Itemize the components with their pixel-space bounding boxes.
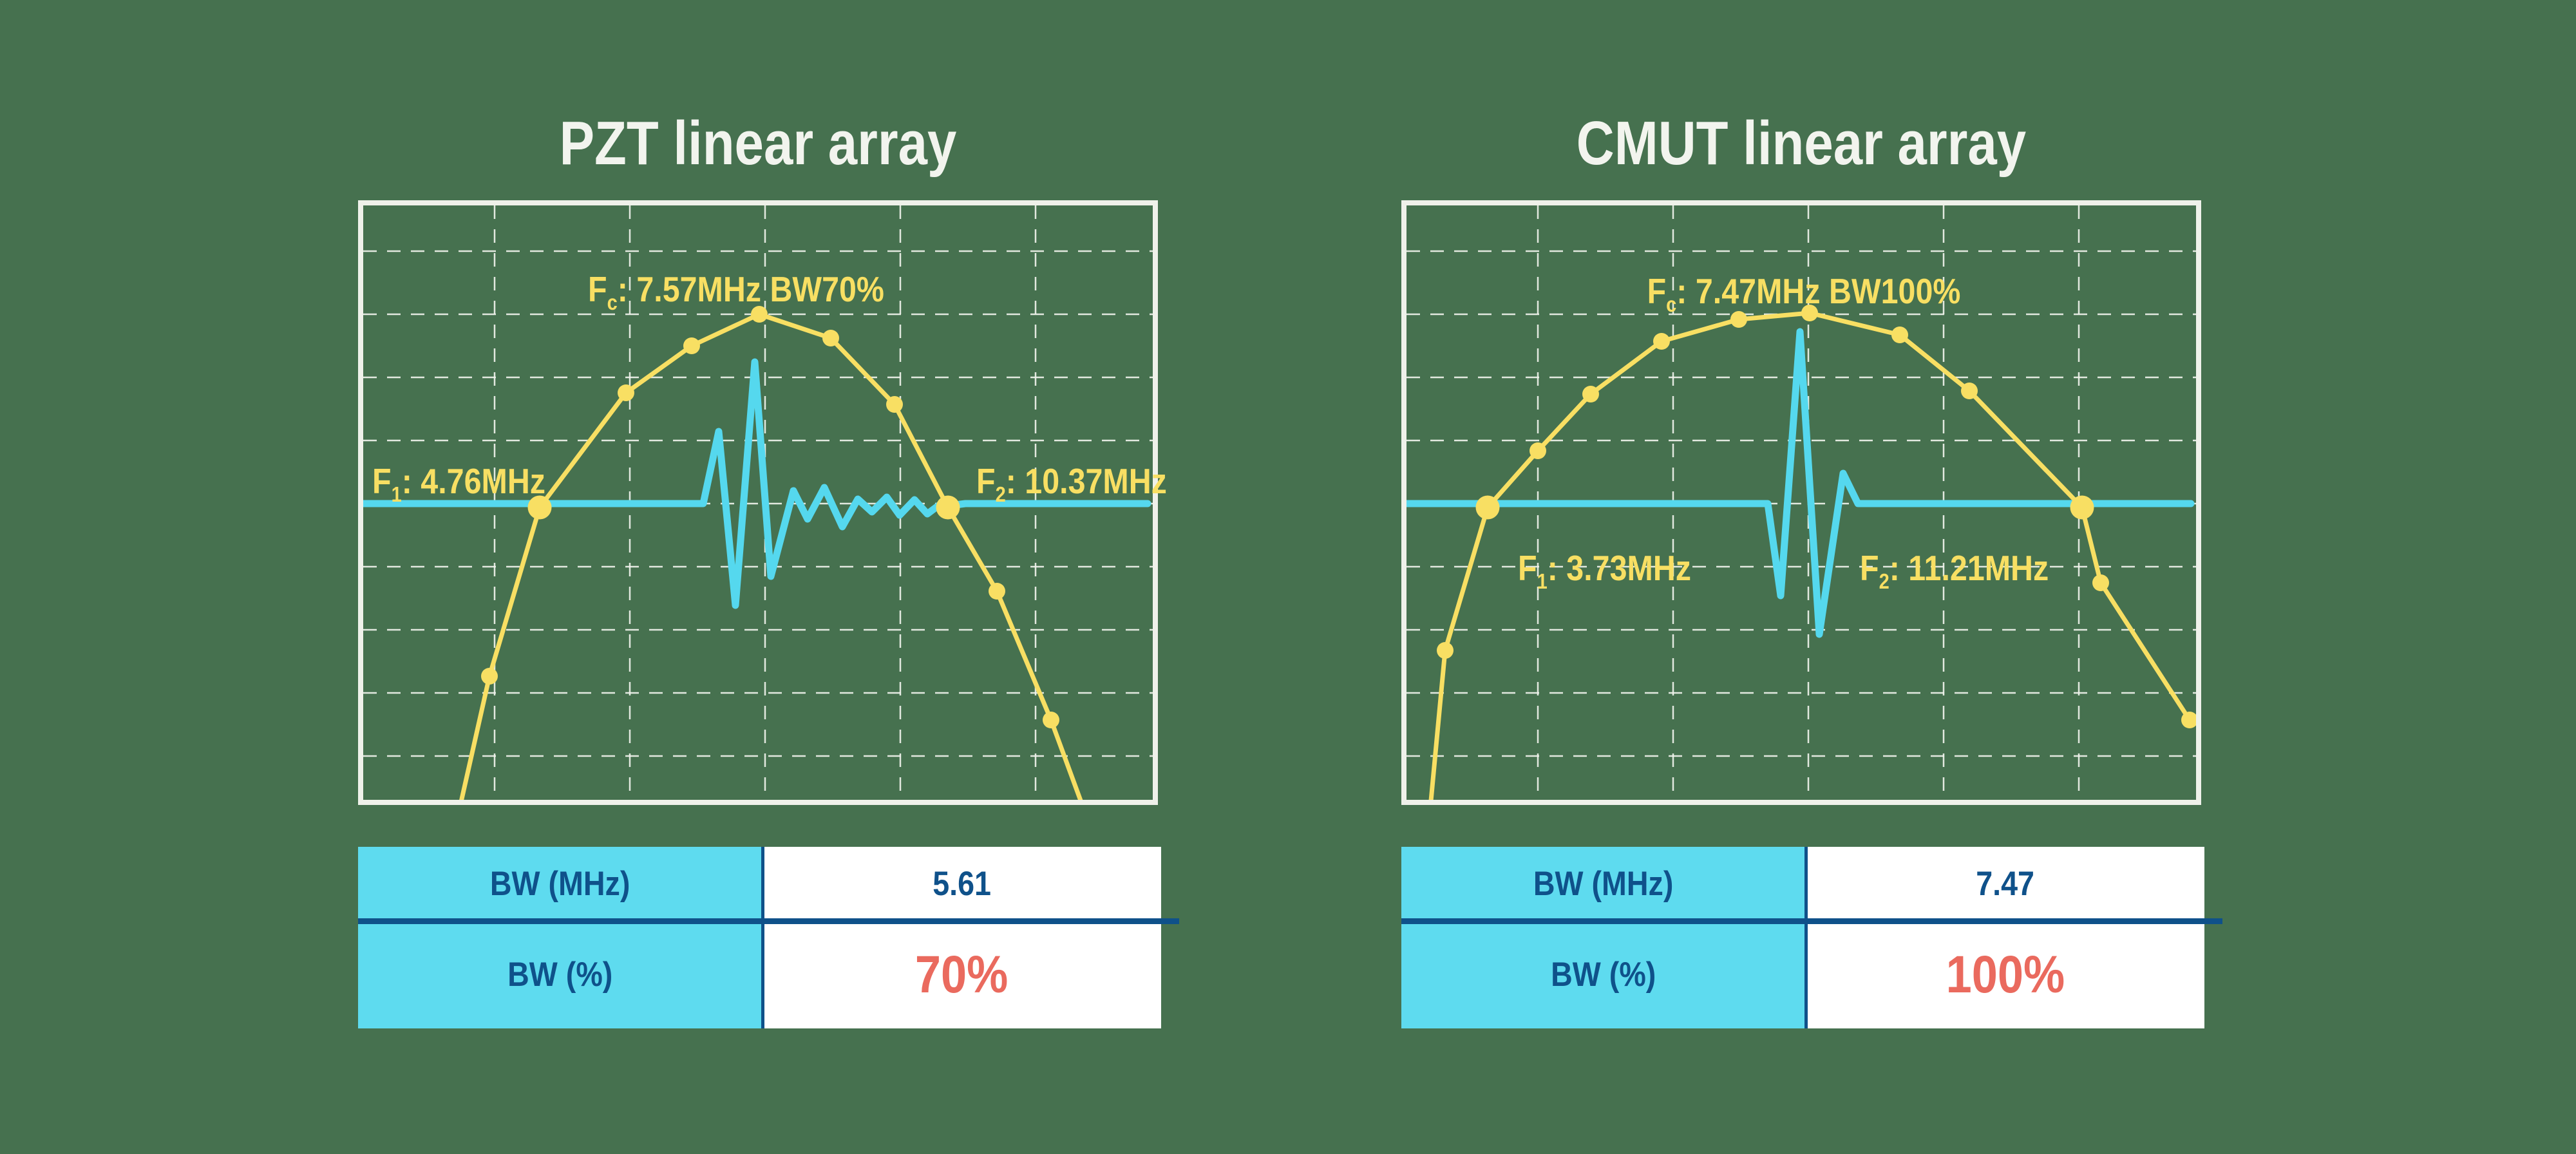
spectrum-curve xyxy=(1428,310,2193,800)
data-point-marker xyxy=(481,668,498,685)
bandwidth-edge-marker xyxy=(527,495,552,520)
data-point-marker xyxy=(1961,383,1978,399)
fc-value: : 7.47MHz BW100% xyxy=(1676,271,1961,311)
table-row: BW (MHz) 7.47 xyxy=(1401,847,2204,921)
f2-annotation-pzt: F2: 10.37MHz xyxy=(976,462,1167,506)
f1-annotation-pzt: F1: 4.76MHz xyxy=(372,462,545,506)
f2-value: : 11.21MHz xyxy=(1889,548,2049,588)
plot-area-cmut: Fc: 7.47MHz BW100% F1: 3.73MHz F2: 11.21… xyxy=(1406,205,2196,800)
data-point-marker xyxy=(683,337,700,354)
table-row: BW (%) 100% xyxy=(1401,921,2204,1028)
bandwidth-table-pzt: BW (MHz) 5.61 BW (%) 70% xyxy=(358,847,1179,1028)
data-point-marker xyxy=(822,330,839,346)
fc-subscript: c xyxy=(1666,292,1677,317)
table-column-divider xyxy=(761,847,764,1028)
fc-symbol: F xyxy=(588,269,607,309)
bw-mhz-value: 7.47 xyxy=(1976,865,2034,903)
table-header-cell: BW (MHz) xyxy=(1401,847,1806,921)
table-value-cell: 5.61 xyxy=(762,847,1161,921)
data-point-marker xyxy=(751,306,768,323)
data-point-marker xyxy=(989,583,1005,600)
data-point-marker xyxy=(1043,712,1059,728)
f1-symbol: F xyxy=(1518,548,1537,588)
f1-annotation-cmut: F1: 3.73MHz xyxy=(1518,549,1691,593)
data-point-marker xyxy=(2092,574,2109,591)
data-point-marker xyxy=(1801,305,1818,321)
bandwidth-edge-marker xyxy=(1475,495,1500,520)
spectrum-chart-pzt xyxy=(363,205,1153,800)
f2-annotation-cmut: F2: 11.21MHz xyxy=(1860,549,2049,593)
table-header-cell: BW (MHz) xyxy=(358,847,762,921)
chart-cmut: Fc: 7.47MHz BW100% F1: 3.73MHz F2: 11.21… xyxy=(1401,200,2201,805)
data-point-marker xyxy=(2181,712,2196,728)
table-value-cell: 7.47 xyxy=(1806,847,2204,921)
fc-symbol: F xyxy=(1647,271,1667,311)
plot-area-pzt: Fc: 7.57MHz BW70% F1: 4.76MHz F2: 10.37M… xyxy=(363,205,1167,800)
table-header-cell: BW (%) xyxy=(358,921,762,1028)
table-row-divider xyxy=(358,918,1179,924)
bw-pct-label: BW (%) xyxy=(1551,956,1656,994)
spectrum-curve xyxy=(459,312,1083,800)
table-value-cell: 70% xyxy=(762,921,1161,1028)
bandwidth-edge-marker xyxy=(936,495,960,520)
fc-subscript: c xyxy=(607,290,618,315)
f1-value: : 3.73MHz xyxy=(1547,548,1691,588)
data-point-marker xyxy=(1530,442,1546,459)
data-point-marker xyxy=(1891,326,1908,343)
f1-subscript: 1 xyxy=(391,482,402,507)
f1-value: : 4.76MHz xyxy=(401,461,545,501)
f2-subscript: 2 xyxy=(1879,569,1889,594)
data-point-marker xyxy=(618,384,634,401)
bw-pct-label: BW (%) xyxy=(507,956,613,994)
fc-annotation-pzt: Fc: 7.57MHz BW70% xyxy=(588,270,884,314)
bw-pct-value: 100% xyxy=(1946,945,2065,1004)
chart-pzt: Fc: 7.57MHz BW70% F1: 4.76MHz F2: 10.37M… xyxy=(358,200,1167,805)
data-point-marker xyxy=(1582,386,1599,402)
bw-mhz-label: BW (MHz) xyxy=(1533,865,1674,903)
bw-mhz-label: BW (MHz) xyxy=(490,865,630,903)
panel-title-pzt: PZT linear array xyxy=(559,109,957,178)
table-row: BW (%) 70% xyxy=(358,921,1161,1028)
f2-symbol: F xyxy=(976,461,996,501)
fc-annotation-cmut: Fc: 7.47MHz BW100% xyxy=(1647,272,1961,316)
table-row-divider xyxy=(1401,918,2222,924)
bandwidth-table-cmut: BW (MHz) 7.47 BW (%) 100% xyxy=(1401,847,2222,1028)
data-point-marker xyxy=(886,396,903,413)
data-point-marker xyxy=(1653,333,1670,350)
table-value-cell: 100% xyxy=(1806,921,2204,1028)
table-column-divider xyxy=(1804,847,1808,1028)
fc-value: : 7.57MHz BW70% xyxy=(617,269,884,309)
data-point-marker xyxy=(1730,311,1747,328)
table-row: BW (MHz) 5.61 xyxy=(358,847,1161,921)
f2-value: : 10.37MHz xyxy=(1005,461,1167,501)
pulse-waveform xyxy=(1406,328,2195,638)
bandwidth-edge-marker xyxy=(2070,495,2094,520)
table-header-cell: BW (%) xyxy=(1401,921,1806,1028)
f1-subscript: 1 xyxy=(1537,569,1548,594)
f1-symbol: F xyxy=(372,461,392,501)
bw-pct-value: 70% xyxy=(915,945,1009,1004)
data-point-marker xyxy=(1437,642,1454,659)
bw-mhz-value: 5.61 xyxy=(933,865,991,903)
f2-symbol: F xyxy=(1860,548,1879,588)
panel-title-cmut: CMUT linear array xyxy=(1576,109,2027,178)
spectrum-chart-cmut xyxy=(1406,205,2196,800)
f2-subscript: 2 xyxy=(995,482,1006,507)
